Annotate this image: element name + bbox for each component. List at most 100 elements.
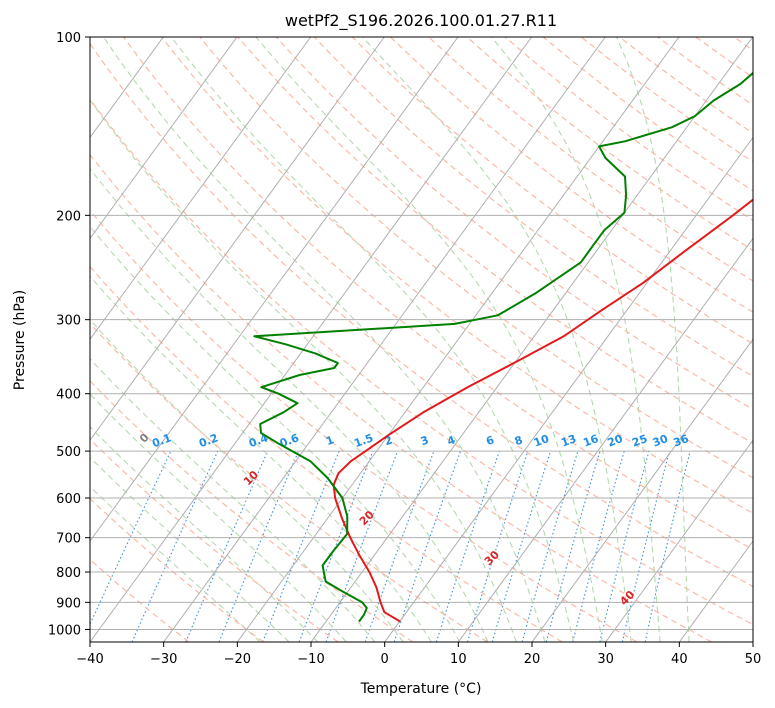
mixing-ratio-label: 10	[532, 432, 551, 450]
isotherm-line	[90, 37, 533, 642]
isotherm-line	[90, 37, 385, 442]
mixing-ratio-line	[218, 450, 300, 642]
y-tick-label: 500	[56, 445, 81, 460]
dewpoint-profile-line	[253, 71, 753, 623]
x-tick-label: 30	[597, 652, 614, 667]
dry-adiabat-line	[466, 37, 753, 252]
mixing-ratio-label: 13	[559, 432, 578, 449]
isotherm-line	[752, 641, 753, 642]
isobars	[90, 37, 753, 630]
mixing-ratio-line	[131, 450, 219, 642]
dry-adiabat-line	[542, 37, 753, 192]
chart-title: wetPf2_S196.2026.100.01.27.R11	[285, 11, 557, 31]
mixing-ratio-label: 1.5	[352, 431, 375, 450]
mixing-ratio-line	[393, 450, 462, 642]
y-tick-label: 200	[56, 209, 81, 224]
isotherm-line	[90, 37, 238, 240]
y-tick-label: 700	[56, 532, 81, 547]
dry-adiabat-label: 30	[482, 548, 502, 568]
mixing-ratio-line	[491, 450, 552, 642]
mixing-ratio-label: 2	[383, 433, 395, 448]
moist-adiabat-line	[102, 37, 546, 642]
adiabat-labels: 0.10.20.40.611.52346810131620253036-100-…	[34, 386, 691, 608]
moist-adiabat-line	[616, 37, 690, 642]
x-tick-label: −30	[150, 652, 177, 667]
dry-adiabat-line	[161, 37, 753, 514]
y-tick-label: 400	[56, 388, 81, 403]
plot-frame	[89, 36, 754, 643]
dry-adiabat-line	[428, 37, 753, 282]
mixing-ratio-label: 25	[630, 432, 649, 449]
dry-adiabat-label: -10	[34, 386, 57, 409]
x-tick-label: −40	[76, 652, 103, 667]
moist-adiabat-line	[362, 37, 632, 642]
mixing-ratio-line	[185, 450, 269, 642]
dry-adiabat-line	[90, 209, 638, 642]
mixing-ratio-line	[466, 450, 529, 642]
isotherm-line	[90, 37, 312, 341]
dry-adiabat-line	[90, 265, 563, 642]
moist-adiabat-line	[90, 357, 376, 642]
dry-adiabat-line	[390, 37, 753, 313]
moist-adiabat-line	[255, 37, 603, 642]
dry-adiabat-line	[733, 37, 753, 51]
moist-adiabat-line	[90, 456, 290, 642]
y-tick-label: 300	[56, 314, 81, 329]
y-tick-label: 900	[56, 596, 81, 611]
dry-adiabat-line	[695, 37, 753, 79]
x-tick-label: 20	[524, 652, 541, 667]
isotherm-line	[236, 37, 680, 642]
y-tick-label: 600	[56, 492, 81, 507]
plot-area: 0.10.20.40.611.52346810131620253036-100-…	[34, 37, 753, 642]
moist-adiabat-line	[90, 225, 461, 642]
dry-adiabat-line	[619, 37, 753, 134]
mixing-ratio-line	[262, 450, 340, 642]
x-tick-label: 0	[381, 652, 389, 667]
dry-adiabat-line	[657, 37, 753, 106]
mixing-ratio-label: 8	[513, 433, 525, 448]
mixing-ratio-label: 0.2	[197, 431, 220, 450]
mixing-ratio-label: 1	[324, 433, 336, 448]
profile-series	[253, 71, 753, 623]
mixing-ratio-label: 3	[419, 433, 431, 448]
x-tick-label: 40	[671, 652, 688, 667]
mixing-ratio-label: 36	[672, 432, 691, 450]
x-axis-ticks: −40 −30 −20 −10 0 10 20 30 40 50	[76, 642, 761, 667]
mixing-ratio-line	[521, 450, 579, 642]
dry-adiabat-line	[90, 42, 753, 588]
y-tick-label: 800	[56, 566, 81, 581]
dry-adiabat-line	[237, 37, 753, 444]
x-tick-label: −20	[224, 652, 251, 667]
mixing-ratio-line	[599, 450, 650, 642]
dry-adiabats	[90, 37, 753, 642]
moist-adiabat-line	[90, 319, 404, 642]
x-tick-label: 10	[450, 652, 467, 667]
mixing-ratio-line	[325, 450, 399, 642]
temperature-profile-line	[332, 198, 753, 623]
y-tick-label: 1000	[48, 623, 81, 638]
y-axis-label: Pressure (hPa)	[12, 290, 28, 390]
dry-adiabat-line	[90, 497, 264, 642]
isotherm-line	[678, 540, 753, 642]
dry-adiabat-line	[90, 438, 339, 642]
x-tick-label: 50	[745, 652, 762, 667]
mixing-ratio-label: 0.4	[247, 431, 270, 450]
moist-adiabat-line	[90, 393, 347, 642]
isotherm-line	[457, 237, 753, 642]
dry-adiabat-line	[504, 37, 753, 222]
y-axis-ticks: 100 200 300 400 500 600 700 800 900 1000	[48, 31, 90, 638]
dry-adiabat-line	[90, 322, 488, 642]
mixing-ratio-label: 6	[484, 433, 496, 448]
moist-adiabats	[90, 37, 690, 642]
dry-adiabat-line	[351, 37, 753, 345]
mixing-ratio-line	[298, 450, 374, 642]
mixing-ratio-line	[90, 450, 172, 626]
mixing-ratio-line	[572, 450, 625, 642]
y-tick-label: 100	[56, 31, 81, 46]
mixing-ratio-line	[364, 450, 435, 642]
isotherm-line	[531, 338, 753, 642]
x-axis-label: Temperature (°C)	[360, 681, 482, 697]
mixing-ratio-label: 4	[445, 433, 457, 448]
isotherm-line	[90, 37, 459, 542]
